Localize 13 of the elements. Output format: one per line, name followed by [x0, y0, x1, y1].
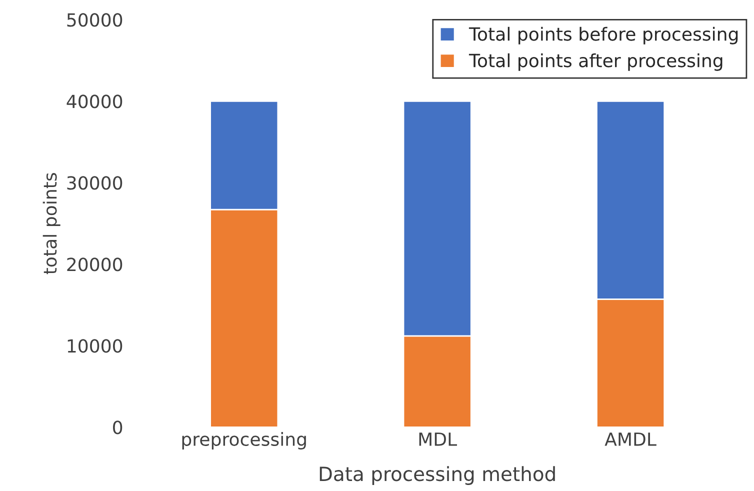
x-tick-label: AMDL [604, 432, 656, 446]
x-axis-title: Data processing method [320, 466, 555, 485]
x-tick-label: preprocessing [182, 432, 306, 450]
y-tick-label: 40000 [66, 94, 122, 108]
y-tick-label: 50000 [67, 13, 122, 27]
y-tick-label: 30000 [67, 176, 122, 190]
legend-label: Total points before processing [468, 26, 738, 44]
y-tick-label: 0 [113, 420, 122, 434]
y-tick-label: 20000 [67, 258, 122, 272]
y-tick-label: 10000 [68, 339, 122, 353]
x-tick-label: MDL [419, 432, 457, 446]
legend-label: Total points after processing [468, 53, 722, 71]
y-axis-title: total points [42, 173, 60, 274]
